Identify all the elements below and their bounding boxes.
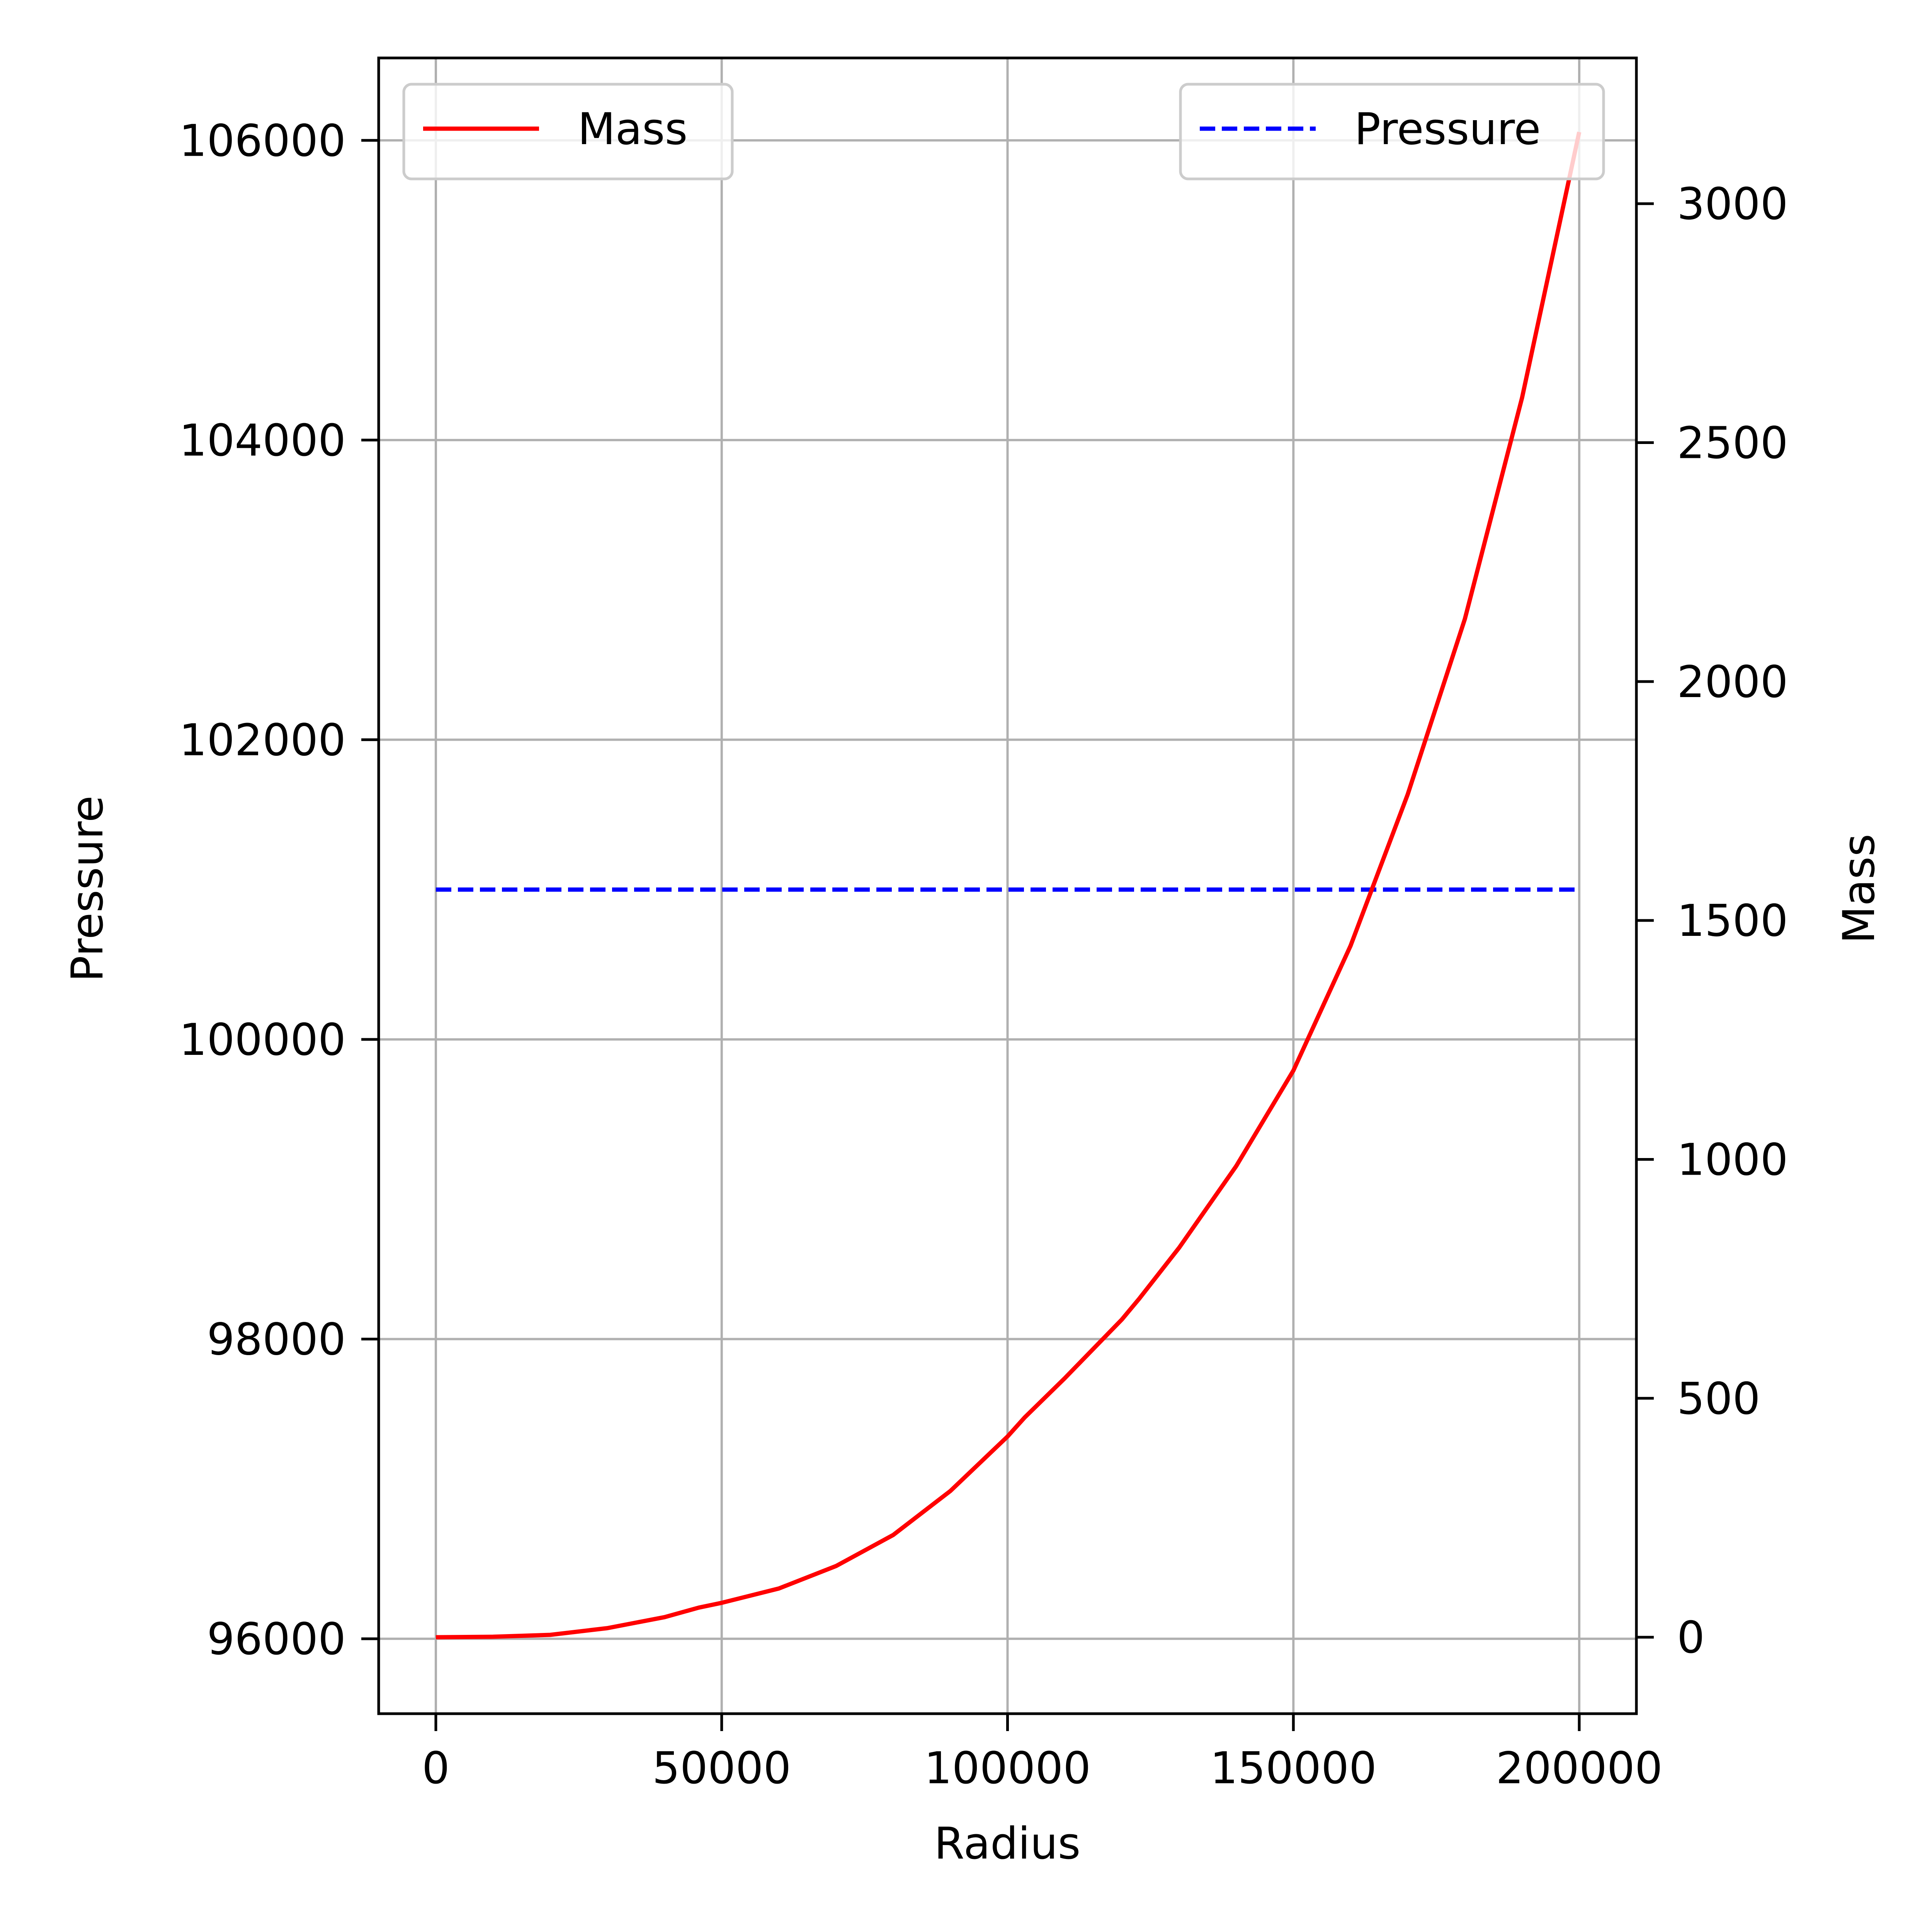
- y-right-tick-label: 2500: [1677, 418, 1788, 469]
- legend-pressure-label: Pressure: [1354, 104, 1541, 155]
- y-right-axis-title: Mass: [1833, 834, 1884, 944]
- legend-mass-frame: [402, 83, 734, 180]
- series-layer: [435, 131, 1582, 1639]
- y-left-tick-label: 102000: [179, 714, 346, 765]
- x-tick-label: 100000: [924, 1743, 1091, 1794]
- legend-mass-label: Mass: [578, 104, 688, 155]
- y-right-tick-label: 3000: [1677, 179, 1788, 230]
- x-axis-title: Radius: [934, 1818, 1081, 1869]
- x-tick-label: 150000: [1210, 1743, 1377, 1794]
- y-left-tick-label: 98000: [207, 1314, 346, 1365]
- y-right-tick-label: 0: [1677, 1612, 1705, 1663]
- y-left-tick-label: 106000: [179, 115, 346, 166]
- y-left-axis-title: Pressure: [62, 796, 113, 982]
- y-right-tick-label: 2000: [1677, 656, 1788, 707]
- legend-mass: Mass: [402, 83, 734, 180]
- legend-pressure-frame: [1179, 83, 1605, 180]
- legend-pressure: Pressure: [1179, 83, 1605, 180]
- grid-layer: [379, 58, 1636, 1714]
- y-right-tick-label: 1500: [1677, 895, 1788, 946]
- x-tick-label: 0: [422, 1743, 450, 1794]
- y-right-tick-label: 500: [1677, 1373, 1760, 1424]
- y-left-tick-label: 96000: [207, 1614, 346, 1665]
- series-line-mass: [435, 131, 1582, 1639]
- x-tick-label: 200000: [1496, 1743, 1662, 1794]
- x-tick-label: 50000: [652, 1743, 791, 1794]
- y-left-tick-label: 100000: [179, 1014, 346, 1065]
- ticks-layer: 0 50000 100000 150000 200000 96000 98000 100000…: [179, 115, 1788, 1794]
- y-right-tick-label: 1000: [1677, 1134, 1788, 1185]
- y-left-tick-label: 104000: [179, 415, 346, 466]
